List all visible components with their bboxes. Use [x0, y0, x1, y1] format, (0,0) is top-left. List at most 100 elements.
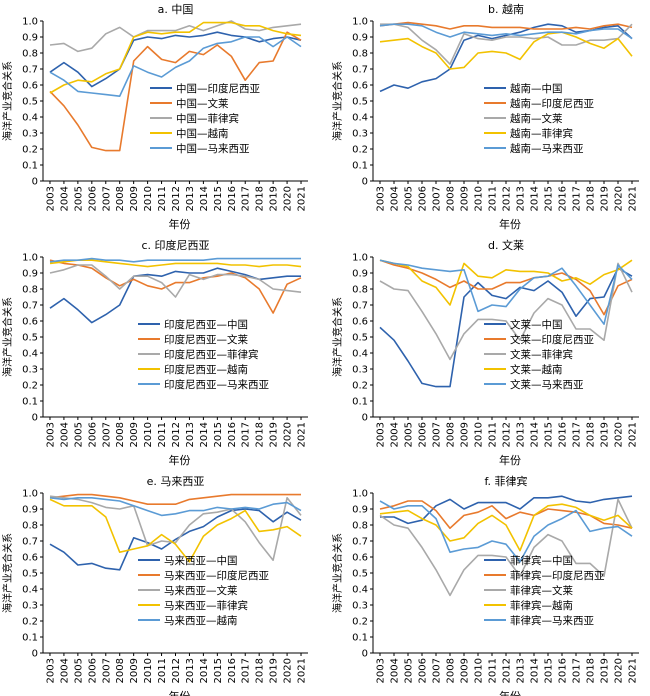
chart-panel-3: c. 印度尼西亚 0 0.1 0.2 0.3 0.4 0.5 0.6 0.7 0.8 0.9 1.0 2…	[1, 238, 308, 467]
x-tick-label: 2013	[185, 422, 196, 447]
panel-title: d. 文莱	[488, 238, 524, 252]
x-tick-label: 2003	[45, 186, 56, 211]
series-line-5	[49, 496, 302, 517]
x-tick-label: 2018	[586, 422, 597, 447]
x-tick-label: 2015	[544, 422, 555, 447]
x-tick-label: 2020	[283, 422, 294, 447]
legend-label: 菲律宾—越南	[510, 599, 573, 612]
legend-label: 马来西亚—中国	[164, 554, 238, 567]
x-tick-label: 2018	[255, 658, 266, 683]
chart-panel-6: f. 菲律宾 0 0.1 0.2 0.3 0.4 0.5 0.6 0.7 0.8 0.9 1.0 200…	[331, 474, 639, 696]
x-tick-label: 2010	[474, 422, 485, 447]
y-tick-label: 0.9	[22, 505, 38, 516]
y-tick-label: 0.6	[22, 317, 38, 328]
x-tick-label: 2018	[586, 186, 597, 211]
y-tick-label: 0.3	[22, 365, 38, 376]
x-axis-title: 年份	[169, 689, 191, 696]
chart-panel-1: a. 中国 0 0.1 0.2 0.3 0.4 0.5 0.6 0.7 0.8 0.9 1.0 2003…	[1, 3, 308, 231]
series-line-4	[49, 21, 302, 94]
x-tick-label: 2020	[614, 658, 625, 683]
x-tick-label: 2004	[59, 422, 70, 447]
x-tick-label: 2012	[502, 422, 513, 447]
legend-label: 文莱—越南	[510, 363, 563, 376]
x-tick-label: 2013	[185, 658, 196, 683]
legend-label: 中国—文莱	[176, 97, 229, 110]
x-tick-label: 2007	[101, 422, 112, 447]
x-tick-label: 2019	[269, 186, 280, 211]
x-tick-label: 2013	[516, 658, 527, 683]
x-tick-label: 2011	[488, 422, 499, 447]
x-tick-label: 2011	[157, 186, 168, 211]
panel-title: f. 菲律宾	[484, 474, 527, 488]
series-line-1	[380, 495, 633, 525]
x-tick-label: 2017	[241, 658, 252, 683]
legend-label: 越南—文莱	[510, 112, 563, 125]
x-tick-label: 2019	[269, 422, 280, 447]
series-line-5	[379, 259, 633, 326]
x-tick-label: 2015	[544, 186, 555, 211]
y-tick-label: 0.6	[352, 317, 368, 328]
panel-title: b. 越南	[488, 2, 524, 16]
x-axis-title: 年份	[169, 453, 191, 467]
series-line-2	[49, 31, 302, 152]
series-line-1	[379, 267, 633, 388]
x-tick-label: 2013	[516, 186, 527, 211]
legend-label: 文莱—马来西亚	[510, 378, 584, 391]
x-tick-label: 2010	[143, 658, 154, 683]
x-tick-label: 2011	[157, 422, 168, 447]
x-tick-label: 2019	[600, 422, 611, 447]
x-tick-label: 2012	[502, 658, 513, 683]
y-tick-label: 0.5	[22, 333, 38, 344]
legend-label: 中国—印度尼西亚	[176, 82, 260, 95]
chart-panel-2: b. 越南 0 0.1 0.2 0.3 0.4 0.5 0.6 0.7 0.8 0.9 1.0 2003…	[331, 2, 639, 231]
x-tick-label: 2009	[460, 422, 471, 447]
x-tick-label: 2018	[255, 422, 266, 447]
series-line-5	[49, 36, 302, 97]
x-tick-label: 2005	[404, 186, 415, 211]
series-line-3	[49, 20, 302, 53]
y-tick-label: 0.7	[22, 65, 38, 76]
x-tick-label: 2015	[213, 422, 224, 447]
legend-label: 文莱—菲律宾	[510, 348, 573, 361]
y-tick-label: 0.6	[352, 81, 368, 92]
y-tick-label: 0.5	[352, 97, 368, 108]
series-line-4	[49, 498, 302, 563]
x-tick-label: 2014	[530, 658, 541, 683]
x-tick-label: 2015	[213, 186, 224, 211]
y-tick-label: 0.2	[22, 617, 38, 628]
series-line-5	[379, 500, 633, 563]
x-tick-label: 2017	[241, 422, 252, 447]
legend-label: 印度尼西亚—马来西亚	[164, 378, 269, 391]
x-tick-label: 2009	[129, 422, 140, 447]
series-line-3	[379, 262, 633, 361]
y-tick-label: 1.0	[352, 489, 368, 500]
y-tick-label: 0.3	[22, 601, 38, 612]
x-tick-label: 2018	[586, 658, 597, 683]
x-tick-label: 2007	[101, 186, 112, 211]
x-tick-label: 2019	[269, 658, 280, 683]
y-tick-label: 0.9	[352, 269, 368, 280]
x-tick-label: 2011	[157, 658, 168, 683]
legend-label: 印度尼西亚—文莱	[164, 333, 248, 346]
legend-label: 越南—菲律宾	[510, 127, 573, 140]
x-tick-label: 2010	[474, 658, 485, 683]
x-tick-label: 2017	[241, 186, 252, 211]
legend-label: 印度尼西亚—中国	[164, 318, 248, 331]
x-tick-label: 2005	[73, 658, 84, 683]
y-tick-label: 0.1	[22, 397, 38, 408]
y-tick-label: 0.4	[22, 113, 38, 124]
legend-label: 越南—中国	[510, 82, 563, 95]
y-tick-label: 1.0	[352, 253, 368, 264]
x-tick-label: 2004	[59, 658, 70, 683]
y-tick-label: 0.4	[352, 113, 368, 124]
y-tick-label: 0.8	[352, 49, 368, 60]
y-tick-label: 0.3	[352, 129, 368, 140]
series-line-2	[379, 21, 633, 30]
legend-label: 菲律宾—印度尼西亚	[510, 569, 605, 582]
panel-title: a. 中国	[158, 3, 194, 16]
x-tick-label: 2018	[255, 186, 266, 211]
y-tick-label: 0	[32, 177, 38, 188]
y-tick-label: 0.6	[22, 553, 38, 564]
x-tick-label: 2019	[600, 658, 611, 683]
y-tick-label: 0.3	[22, 129, 38, 140]
